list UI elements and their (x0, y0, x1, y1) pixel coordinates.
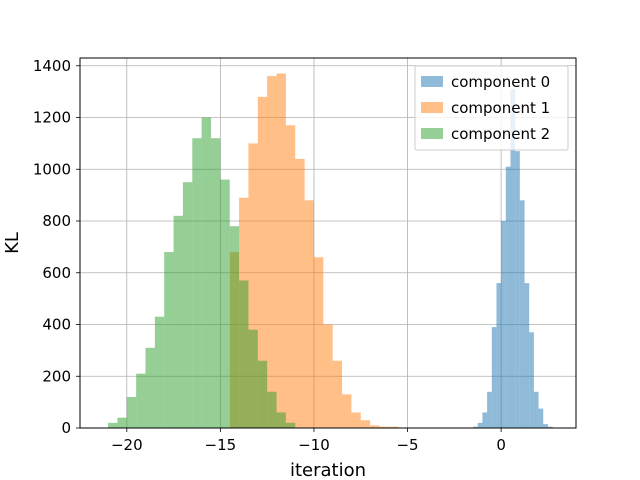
x-tick-label: −15 (205, 436, 237, 454)
histogram-bar-component-2 (108, 422, 118, 428)
histogram-bars (108, 73, 553, 429)
legend-swatch (421, 102, 443, 113)
histogram-bar-component-1 (379, 426, 389, 428)
histogram-bar-component-0 (501, 221, 506, 428)
histogram-bar-component-2 (173, 215, 183, 428)
histogram-bar-component-0 (529, 332, 534, 428)
histogram-bar-component-0 (496, 283, 502, 428)
y-tick-label: 0 (61, 419, 71, 437)
legend-box (414, 65, 569, 151)
y-tick-label: 400 (42, 316, 71, 334)
histogram-bar-component-1 (323, 324, 333, 428)
histogram-bar-component-2 (248, 329, 258, 428)
histogram-bar-component-1 (313, 257, 324, 428)
legend-swatch (421, 128, 443, 139)
histogram-bar-component-2 (229, 226, 240, 428)
y-axis-label: KL (2, 232, 23, 254)
histogram-bar-component-1 (267, 76, 277, 429)
histogram-bar-component-1 (248, 143, 258, 428)
histogram-bar-component-0 (473, 426, 478, 428)
histogram-bar-component-2 (201, 117, 212, 428)
x-axis-label: iteration (290, 460, 366, 480)
x-tick-label: −10 (298, 436, 330, 454)
y-tick-label: 1000 (33, 160, 71, 178)
y-tick-label: 1400 (33, 57, 71, 75)
histogram-bar-component-2 (136, 373, 146, 428)
histogram-bar-component-0 (533, 391, 539, 428)
histogram-bar-component-1 (370, 425, 380, 428)
histogram-bar-component-2 (220, 179, 230, 428)
histogram-bar-component-2 (257, 360, 268, 428)
histogram-bar-component-2 (117, 417, 127, 428)
histogram-bar-component-1 (360, 420, 371, 428)
histogram-bar-component-1 (295, 158, 305, 428)
x-tick-label: 0 (496, 436, 506, 454)
y-tick-label: 200 (42, 367, 71, 385)
x-tick-label: −20 (111, 436, 143, 454)
histogram-bar-component-0 (543, 424, 548, 428)
histogram-bar-component-2 (276, 412, 286, 428)
plot-frame (79, 57, 577, 429)
histogram-bar-component-2 (211, 138, 221, 429)
histogram-bar-component-2 (126, 396, 137, 428)
axis-ticks: −20 −15 −10 −5 0 0 200 400 600 800 1000 1200 1400 (33, 57, 506, 454)
y-tick-label: 800 (42, 212, 71, 230)
histogram-bar-component-1 (388, 426, 399, 428)
legend-entry: component 0 (451, 73, 550, 91)
histogram-bar-component-2 (145, 347, 155, 428)
histogram-bar-component-1 (342, 394, 352, 428)
y-tick-label: 600 (42, 264, 71, 282)
histogram-bar-component-0 (515, 151, 520, 428)
histogram-bar-component-0 (482, 412, 488, 428)
histogram-bar-component-0 (524, 283, 530, 428)
legend-entry: component 1 (451, 99, 550, 117)
histogram-bar-component-2 (285, 422, 296, 428)
histogram-bar-component-0 (510, 89, 516, 428)
histogram-bar-component-1 (285, 125, 296, 428)
legend-entry: component 2 (451, 125, 550, 143)
histogram-bar-component-0 (547, 426, 553, 428)
histogram-bar-component-2 (267, 391, 277, 428)
histogram-bar-component-0 (477, 422, 483, 428)
histogram-bar-component-2 (154, 316, 165, 428)
histogram-bar-component-2 (239, 280, 249, 428)
histogram-bar-component-1 (351, 412, 361, 428)
histogram-bar-component-2 (192, 138, 202, 429)
histogram-bar-component-0 (519, 200, 525, 428)
histogram-bar-component-0 (538, 408, 544, 428)
legend: component 0 component 1 component 2 (414, 65, 569, 151)
histogram-bar-component-1 (332, 360, 343, 428)
histogram-bar-component-2 (164, 252, 174, 428)
x-tick-label: −5 (396, 436, 418, 454)
y-tick-label: 1200 (33, 109, 71, 127)
histogram-bar-component-1 (257, 96, 268, 428)
histogram-bar-component-2 (182, 182, 193, 428)
histogram-bar-component-1 (304, 200, 314, 428)
legend-swatch (421, 76, 443, 87)
histogram-bar-component-1 (276, 73, 286, 428)
histogram-bar-component-0 (505, 166, 511, 428)
histogram-bar-component-0 (487, 391, 492, 428)
histogram-bar-component-0 (491, 327, 497, 428)
